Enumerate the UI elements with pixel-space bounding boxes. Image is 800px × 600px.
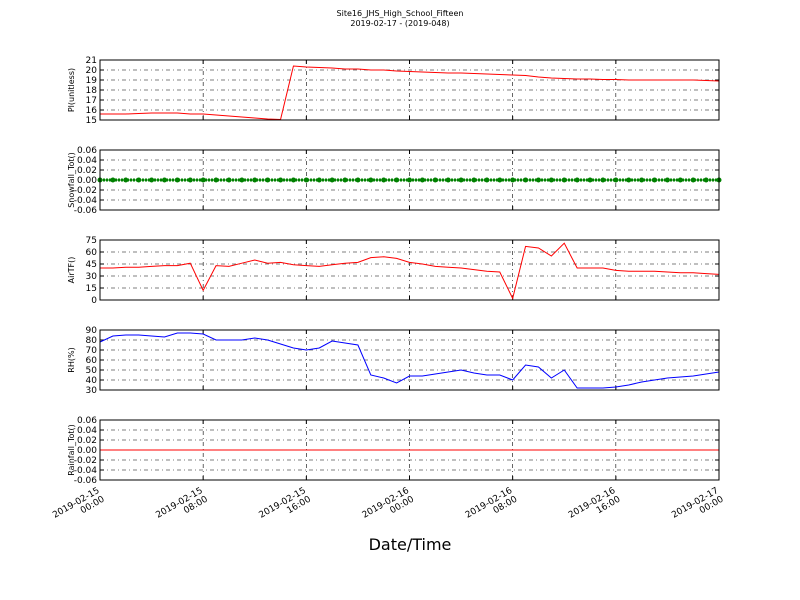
y-tick-label: 90 [86,326,98,336]
x-tick-label: 2019-02-1600:00 [361,486,417,530]
y-tick-label: 80 [86,336,98,346]
y-tick-label: -0.02 [74,456,97,466]
y-tick-label: 15 [86,284,97,294]
x-tick-label: 2019-02-1616:00 [567,486,623,530]
y-tick-label: -0.04 [74,466,98,476]
x-tick-label: 2019-02-1508:00 [154,486,210,530]
y-tick-label: 45 [86,260,97,270]
plot-frame [99,149,720,211]
y-axis-label: Rainfall_Tot() [67,424,76,476]
y-tick-label: 0.04 [77,426,97,436]
y-tick-label: 0 [91,296,97,306]
plot-frame [99,239,720,301]
y-tick-label: 18 [86,86,98,96]
y-axis-label: Pl(unitless) [67,68,76,112]
subtitle: 2019-02-17 - (2019-048) [350,19,449,28]
y-tick-label: 21 [86,56,97,66]
y-tick-label: -0.06 [74,206,98,216]
y-tick-label: 60 [86,356,98,366]
y-tick-label: 70 [86,346,98,356]
plot-frame [99,329,720,391]
series-line [100,242,720,300]
y-tick-label: -0.02 [74,186,97,196]
y-tick-label: 0.00 [77,446,97,456]
y-tick-label: 0.04 [77,156,97,166]
x-tick-label: 2019-02-1608:00 [464,486,520,530]
y-axis-label: AirTF() [67,257,76,284]
y-tick-label: 30 [86,272,98,282]
y-tick-label: 15 [86,116,97,126]
y-tick-label: 50 [86,366,98,376]
x-tick-label: 2019-02-1700:00 [670,486,726,530]
y-tick-label: 0.00 [77,176,97,186]
y-tick-label: 75 [86,236,97,246]
plot-frame [99,419,720,481]
y-tick-label: 40 [86,376,98,386]
y-tick-label: -0.06 [74,476,98,486]
y-tick-label: 20 [86,66,98,76]
y-axis-label: RH(%) [67,347,76,372]
y-tick-label: 16 [86,106,98,116]
x-tick-label: 2019-02-1516:00 [258,486,314,530]
y-tick-label: 60 [86,248,98,258]
title: Site16_JHS_High_School_Fifteen [337,9,464,18]
y-tick-label: 30 [86,386,98,396]
y-tick-label: 19 [86,76,98,86]
x-axis-label: Date/Time [369,535,452,554]
y-tick-label: 0.06 [77,416,97,426]
y-tick-label: -0.04 [74,196,98,206]
y-tick-label: 17 [86,96,97,106]
plot-frame [99,59,720,121]
series-line [99,332,720,389]
y-axis-label: Snowfall_Tot() [67,152,76,208]
y-tick-label: 0.02 [77,436,97,446]
y-tick-label: 0.06 [77,146,97,156]
series-line [100,65,720,121]
y-tick-label: 0.02 [77,166,97,176]
x-tick-label: 2019-02-1500:00 [51,486,107,530]
